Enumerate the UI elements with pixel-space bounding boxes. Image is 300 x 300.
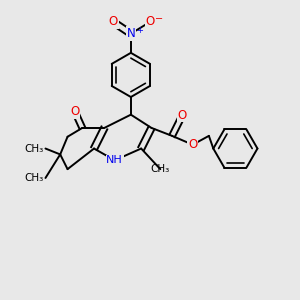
Text: −: − [155, 14, 163, 24]
Text: CH₃: CH₃ [25, 143, 44, 154]
Text: O: O [146, 15, 154, 28]
Text: CH₃: CH₃ [151, 164, 170, 174]
Text: NH: NH [106, 155, 123, 165]
Text: O: O [109, 15, 118, 28]
Text: O: O [188, 138, 197, 151]
Text: O: O [70, 105, 80, 118]
Text: CH₃: CH₃ [25, 173, 44, 183]
Text: +: + [136, 26, 142, 35]
Text: N: N [127, 27, 135, 40]
Text: O: O [178, 109, 187, 122]
